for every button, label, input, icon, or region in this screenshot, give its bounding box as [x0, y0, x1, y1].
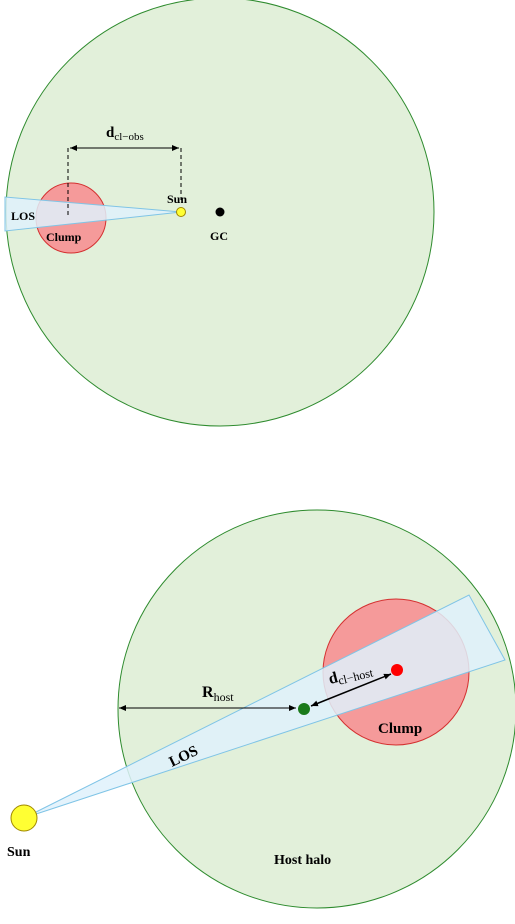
distance-label: dcl−obs: [106, 125, 144, 143]
host-halo-label: Host halo: [274, 853, 331, 868]
gc-label: GC: [210, 229, 228, 243]
distance-arrow: [310, 673, 392, 707]
clump-center-dot: [391, 664, 403, 676]
sun-label: Sun: [167, 192, 187, 206]
gc-dot: [215, 207, 225, 217]
host-center-dot: [298, 703, 310, 715]
clump-label: Clump: [46, 230, 82, 244]
clump-label: Clump: [378, 721, 422, 737]
radius-label: Rhost: [202, 684, 234, 704]
sun-marker: [176, 207, 186, 217]
sun-label: Sun: [7, 845, 31, 860]
bottom-diagram: Rhost dcl−host Clump LOS Sun Host halo: [7, 509, 515, 909]
sun-marker: [10, 804, 38, 832]
los-cone: [4, 196, 182, 232]
los-label: LOS: [11, 209, 35, 223]
top-diagram: dcl−obs Sun GC LOS Clump: [4, 0, 435, 427]
